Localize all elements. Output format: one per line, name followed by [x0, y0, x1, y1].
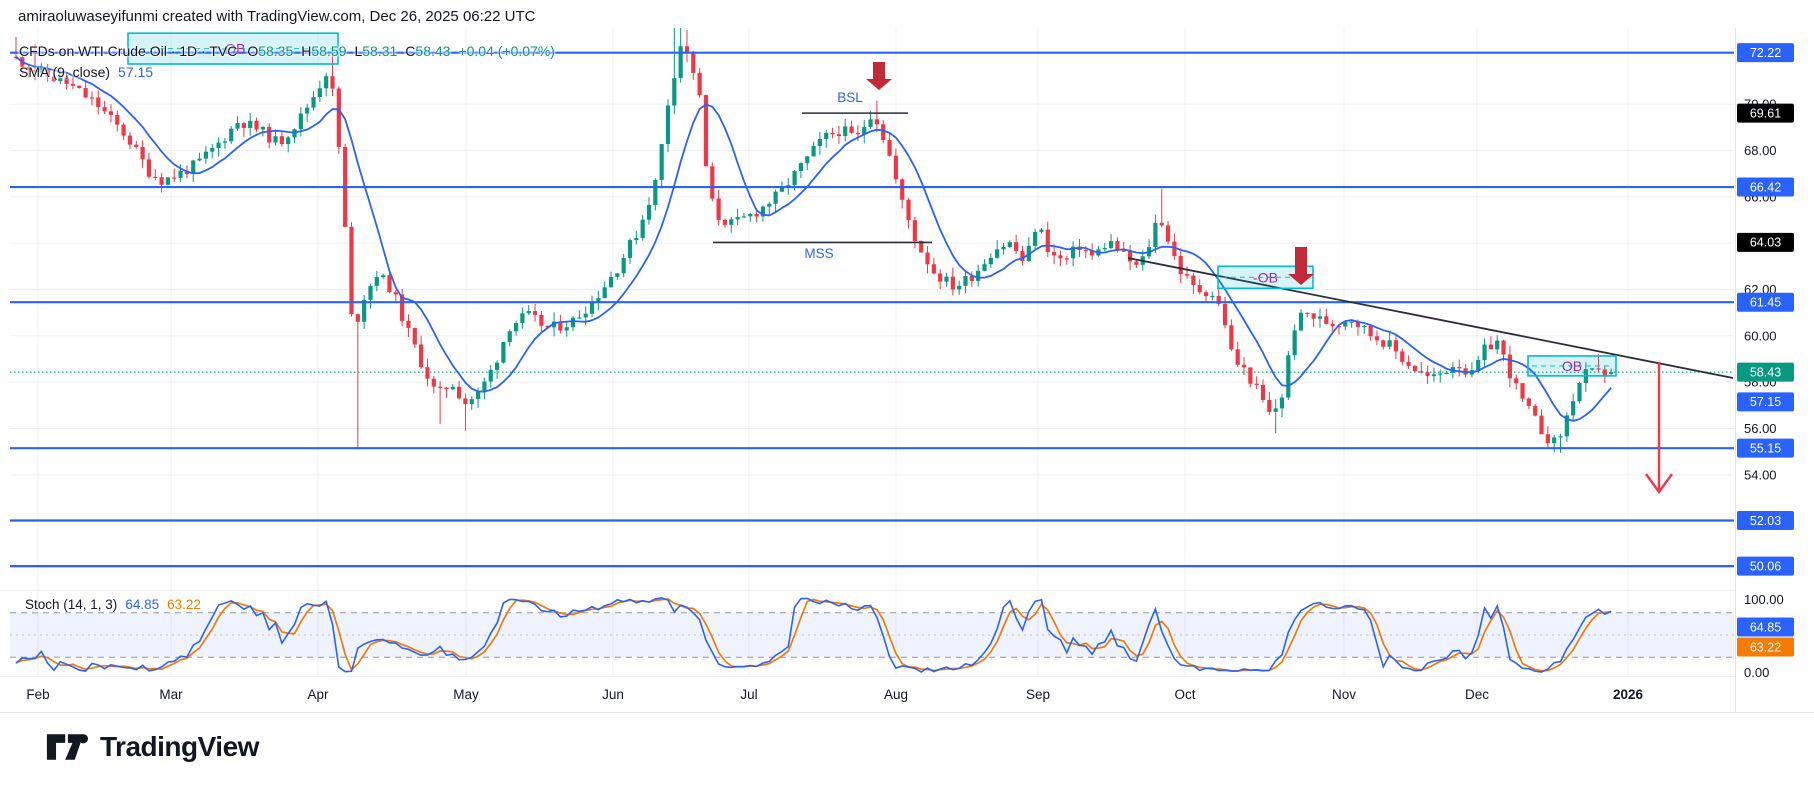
time-tick-Jun: Jun	[602, 687, 624, 702]
tradingview-brand-text: TradingView	[100, 731, 259, 762]
low-value: 58.31	[362, 43, 398, 59]
time-tick-Feb: Feb	[26, 687, 49, 702]
price-badge-63.22	[1737, 637, 1794, 657]
time-tick-Jul: Jul	[740, 687, 757, 702]
close-label: C	[405, 43, 416, 59]
price-tick-label: 54.00	[1744, 467, 1777, 482]
svg-text:52.03: 52.03	[1750, 514, 1781, 528]
sma-label[interactable]: SMA (9, close)	[19, 64, 111, 80]
svg-text:69.61: 69.61	[1750, 106, 1781, 120]
price-tick-label: 56.00	[1744, 421, 1777, 436]
price-badge-52.03	[1737, 510, 1794, 530]
symbol-title[interactable]: CFDs on WTI Crude Oil · 1D · TVC	[19, 43, 238, 59]
time-tick-May: May	[453, 687, 479, 702]
svg-text:66.42: 66.42	[1750, 180, 1781, 194]
open-label: O	[247, 43, 259, 59]
svg-text:64.03: 64.03	[1750, 236, 1781, 250]
price-badge-58.43	[1737, 362, 1794, 382]
time-tick-Sep: Sep	[1026, 687, 1050, 702]
down-arrow-marker-2[interactable]	[1288, 247, 1314, 285]
price-badge-72.22	[1737, 43, 1794, 63]
price-badge-61.45	[1737, 292, 1794, 312]
attribution-text: amiraoluwaseyifunmi created with Trading…	[18, 8, 536, 25]
drawing-rays[interactable]	[713, 112, 1734, 379]
time-tick-2026: 2026	[1613, 687, 1644, 702]
order-block-box-3[interactable]: OB	[1527, 355, 1617, 377]
high-label: H	[301, 43, 312, 59]
order-block-label: -OB	[1253, 269, 1278, 285]
time-tick-Nov: Nov	[1332, 687, 1356, 702]
time-tick-Dec: Dec	[1465, 687, 1489, 702]
price-badge-64.85	[1737, 617, 1794, 637]
price-badge-64.03	[1737, 232, 1794, 252]
tradingview-watermark: TradingView	[46, 731, 259, 763]
bsl-label: BSL	[837, 90, 863, 105]
horizontal-level-lines[interactable]	[10, 51, 1734, 568]
price-badge-69.61	[1737, 103, 1794, 123]
svg-text:58.43: 58.43	[1750, 365, 1781, 379]
price-badge-55.15	[1737, 438, 1794, 458]
down-arrow-marker-1[interactable]	[866, 62, 892, 90]
sma-line[interactable]	[15, 56, 1612, 422]
price-badge-50.06	[1737, 556, 1794, 576]
open-value: 58.35	[258, 43, 294, 59]
order-block-label: OB	[1562, 358, 1582, 374]
svg-text:72.22: 72.22	[1750, 46, 1781, 60]
price-badge-57.15	[1737, 392, 1794, 412]
stoch-lines	[15, 597, 1612, 673]
mss-label: MSS	[804, 246, 833, 261]
stoch-tick-label: 0.00	[1744, 665, 1769, 680]
order-block-label: -OB	[221, 41, 246, 57]
stoch-band	[10, 612, 1734, 658]
svg-text:55.15: 55.15	[1750, 441, 1781, 455]
symbol-legend: CFDs on WTI Crude Oil · 1D · TVC O58.35 H5…	[19, 43, 555, 59]
stoch-tick-label: 100.00	[1744, 592, 1784, 607]
change-value: +0.04 (+0.07%)	[458, 43, 555, 59]
price-badge-66.42	[1737, 177, 1794, 197]
high-value: 58.59	[311, 43, 347, 59]
candles-layer	[13, 28, 1614, 453]
svg-text:50.06: 50.06	[1750, 559, 1781, 573]
descending-trendline	[1127, 257, 1734, 379]
price-tick-label: 68.00	[1744, 143, 1777, 158]
low-label: L	[354, 43, 363, 59]
projection-arrow[interactable]	[1645, 362, 1673, 495]
close-value: 58.43	[415, 43, 451, 59]
svg-text:64.85: 64.85	[1750, 620, 1781, 634]
time-scale[interactable]: Feb Mar Apr May Jun Jul Aug Sep Oct Nov Dec 2026	[26, 687, 1643, 702]
stoch-legend: Stoch (14, 1, 3) 64.85 63.22	[25, 597, 201, 612]
price-tick-label: 60.00	[1744, 328, 1777, 343]
time-tick-Oct: Oct	[1174, 687, 1195, 702]
time-tick-Apr: Apr	[307, 687, 329, 702]
stoch-d-value: 63.22	[167, 597, 201, 612]
stoch-k-value: 64.85	[125, 597, 160, 612]
stoch-k-line	[15, 597, 1612, 673]
tradingview-logo-icon	[46, 734, 88, 760]
order-block-box-1[interactable]: -OB	[127, 32, 339, 65]
price-scale[interactable]: 70.0068.0066.0064.0062.0060.0058.0056.00…	[1737, 43, 1794, 680]
svg-text:57.15: 57.15	[1750, 395, 1781, 409]
svg-text:61.45: 61.45	[1750, 296, 1781, 310]
stoch-d-line	[15, 598, 1612, 672]
time-tick-Aug: Aug	[884, 687, 908, 702]
sma-value: 57.15	[118, 64, 154, 80]
time-tick-Mar: Mar	[159, 687, 183, 702]
sma-legend: SMA (9, close) 57.15	[19, 64, 153, 80]
stoch-label[interactable]: Stoch (14, 1, 3)	[25, 597, 118, 612]
svg-text:63.22: 63.22	[1750, 640, 1781, 654]
